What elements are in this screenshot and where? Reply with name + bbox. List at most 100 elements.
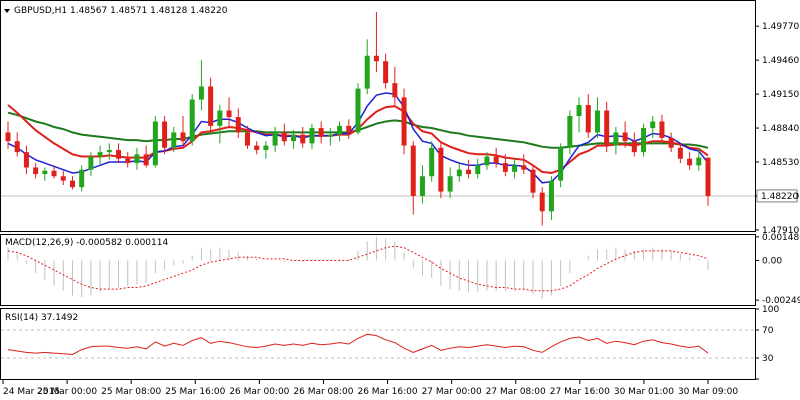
rsi-axis-label: 30 (762, 354, 774, 364)
candle (687, 152, 693, 170)
price-axis-label: 1.48840 (762, 124, 799, 134)
candle-body (558, 147, 564, 181)
candle (650, 116, 656, 138)
candle-body (401, 97, 407, 146)
candle (355, 83, 361, 135)
candle (125, 152, 131, 168)
candle-body (677, 147, 683, 159)
candle (521, 154, 527, 175)
candle (438, 143, 444, 199)
rsi-axis: 100 70 30 (755, 305, 779, 380)
candle (327, 128, 333, 146)
time-axis-label: 25 Mar 00:00 (37, 387, 97, 397)
candle-body (23, 152, 29, 168)
macd-pane[interactable]: MACD(12,26,9) -0.000582 0.000114 (0, 234, 756, 306)
candle (530, 165, 536, 199)
candle-body (604, 110, 610, 146)
candle (14, 132, 20, 157)
candle (419, 165, 425, 204)
candle-body (33, 167, 39, 175)
main-price-axis: 1.49770 1.49460 1.49150 1.48840 1.48530 1.482… (755, 22, 799, 236)
candle (705, 157, 711, 206)
candle (51, 165, 57, 179)
candle (162, 116, 168, 155)
candle-body (438, 147, 444, 192)
candle (244, 125, 250, 149)
candle-body (60, 176, 66, 181)
rsi-axis-label: 70 (762, 326, 774, 336)
main-title: GBPUSD,H1 1.48567 1.48571 1.48128 1.4822… (4, 6, 228, 16)
candle (180, 116, 186, 146)
candle-body (189, 99, 195, 142)
candle-body (291, 134, 297, 142)
macd-histogram (7, 236, 709, 299)
candle-body (97, 152, 103, 157)
candle-body (171, 132, 177, 148)
time-axis-label: 30 Mar 01:00 (614, 387, 674, 397)
symbol-label: GBPUSD,H1 (14, 6, 67, 16)
candle-body (143, 154, 149, 166)
candle-body (373, 55, 379, 62)
candle (23, 145, 29, 175)
candle (585, 94, 591, 138)
candle (484, 152, 490, 170)
candle (79, 165, 85, 192)
candle (594, 97, 600, 138)
candle (198, 60, 204, 111)
candle (281, 123, 287, 146)
candle (337, 121, 343, 142)
candle-body (272, 132, 278, 146)
candle (613, 126, 619, 155)
candle (631, 132, 637, 157)
price-axis-label: 1.49150 (762, 90, 799, 100)
rsi-title: RSI(14) 37.1492 (5, 313, 78, 323)
candle (622, 121, 628, 148)
candle (42, 167, 48, 181)
time-axis-label: 26 Mar 00:00 (229, 387, 289, 397)
candle-body (346, 125, 352, 133)
candle-body (51, 170, 57, 177)
candle (171, 126, 177, 153)
candle (429, 141, 435, 182)
candle-body (466, 169, 472, 175)
candle-body (88, 156, 94, 170)
rsi-pane[interactable]: RSI(14) 37.1492 (0, 308, 756, 380)
candle (447, 167, 453, 199)
candle-body (484, 156, 490, 166)
candle-body (162, 121, 168, 148)
macd-axis-label: 0.00 (762, 256, 782, 266)
candle-body (668, 137, 674, 148)
candle-body (641, 128, 647, 153)
candle (456, 163, 462, 182)
candle-body (410, 145, 416, 196)
main-price-pane[interactable]: GBPUSD,H1 1.48567 1.48571 1.48128 1.4822… (0, 0, 756, 232)
macd-axis-label: 0.001486 (762, 233, 800, 243)
candle-body (254, 145, 260, 150)
candle (134, 147, 140, 170)
candle-body (512, 165, 518, 172)
candle (466, 159, 472, 179)
candle-body (14, 141, 20, 153)
candle-body (650, 121, 656, 129)
candle-body (539, 192, 545, 212)
time-axis-label: 24 Mar 2015 (3, 387, 60, 397)
current-price-tag-label: 1.48220 (761, 192, 798, 202)
candle (60, 170, 66, 185)
candle-body (392, 83, 398, 98)
candle-body (530, 169, 536, 193)
candle-body (576, 105, 582, 116)
macd-signal-line (7, 245, 709, 292)
candle-body (631, 141, 637, 153)
triangle-down-icon[interactable] (4, 9, 10, 13)
candle (217, 105, 223, 144)
time-axis-label: 27 Mar 00:00 (422, 387, 482, 397)
candle (272, 126, 278, 153)
candle-body (300, 134, 306, 144)
candle-body (152, 121, 158, 166)
candle (475, 158, 481, 179)
candle (558, 143, 564, 188)
time-axis-label: 27 Mar 08:00 (486, 387, 546, 397)
candle-body (502, 163, 508, 172)
